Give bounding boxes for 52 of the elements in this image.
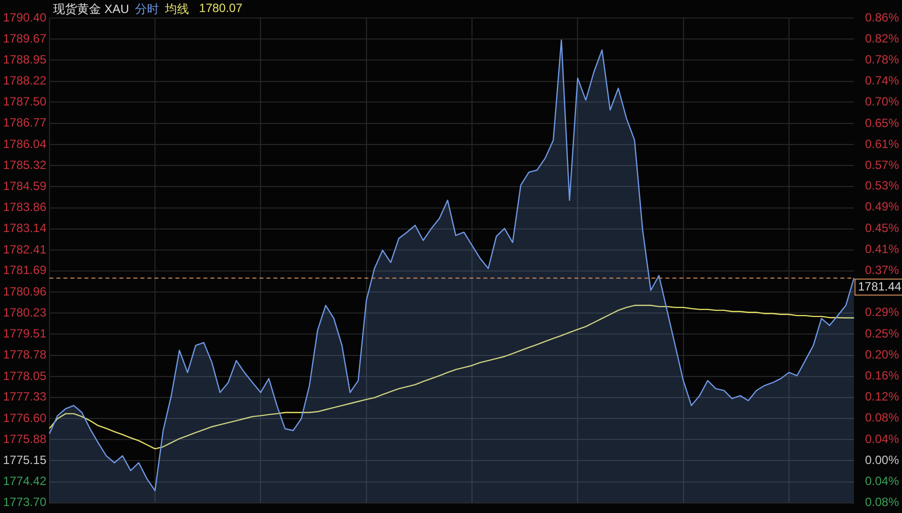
y-tick-label: 1783.86 [2, 200, 47, 214]
y2-tick-label: 0.20% [864, 347, 900, 362]
y-tick-label: 1786.77 [2, 116, 47, 130]
y2-tick-label: 0.12% [864, 390, 900, 404]
y-tick-label: 1779.51 [2, 326, 47, 340]
text: 1780.07 [199, 1, 242, 17]
y2-tick-label: 0.04% [864, 432, 900, 446]
y2-tick-label: 0.45% [864, 220, 900, 235]
text: 均线 [165, 1, 190, 18]
y2-tick-label: 0.04% [864, 474, 900, 488]
y-tick-label: 1785.32 [2, 158, 47, 172]
y-tick-label: 1781.69 [2, 263, 47, 278]
y2-tick-label: 0.61% [864, 136, 900, 151]
y2-tick-label: 0.82% [864, 31, 900, 46]
y2-tick-label: 0.57% [864, 158, 900, 172]
y2-tick-label: 0.41% [864, 242, 900, 256]
y2-tick-label: 0.00% [864, 452, 900, 467]
y-tick-label: 1775.88 [2, 432, 47, 446]
y-tick-label: 1788.95 [2, 52, 47, 66]
text: 分时 [135, 1, 160, 18]
y-tick-label: 1790.40 [2, 10, 47, 24]
y2-tick-label: 0.08% [864, 410, 900, 425]
y-tick-label: 1776.60 [2, 410, 47, 425]
y2-tick-label: 0.08% [864, 495, 900, 510]
y-tick-label: 1780.23 [2, 306, 47, 320]
y-tick-label: 1788.22 [2, 74, 47, 88]
y-tick-label: 1787.50 [2, 94, 47, 108]
y-tick-label: 1778.78 [2, 348, 47, 362]
y2-tick-label: 0.78% [864, 52, 900, 67]
y-tick-label: 1773.70 [2, 495, 47, 510]
y-tick-label: 1774.42 [2, 474, 47, 488]
y-tick-label: 1789.67 [2, 32, 47, 46]
y2-tick-label: 0.25% [864, 326, 900, 340]
y-tick-label: 1775.15 [2, 453, 47, 468]
y-tick-label: 1783.14 [2, 221, 47, 236]
y-tick-label: 1778.05 [2, 368, 47, 383]
y-tick-label: 1782.41 [2, 242, 47, 256]
y2-tick-label: 0.29% [864, 305, 900, 320]
y2-tick-label: 0.53% [864, 178, 900, 193]
y2-tick-label: 0.65% [864, 116, 900, 130]
y-tick-label: 1784.59 [2, 178, 47, 193]
chart-title: 现货黄金 XAU [53, 1, 130, 18]
y2-tick-label: 0.16% [864, 368, 900, 383]
y2-tick-label: 0.70% [864, 94, 900, 109]
y-tick-label: 1777.33 [2, 390, 47, 404]
y2-tick-label: 0.74% [864, 74, 900, 88]
y-tick-label: 1786.04 [2, 136, 47, 151]
y-tick-label: 1780.96 [2, 284, 47, 298]
y2-tick-label: 0.86% [864, 10, 900, 24]
y2-tick-label: 0.49% [864, 200, 900, 214]
y2-tick-label: 0.37% [864, 263, 900, 278]
ref-line-label: 1781.44 [858, 279, 902, 294]
